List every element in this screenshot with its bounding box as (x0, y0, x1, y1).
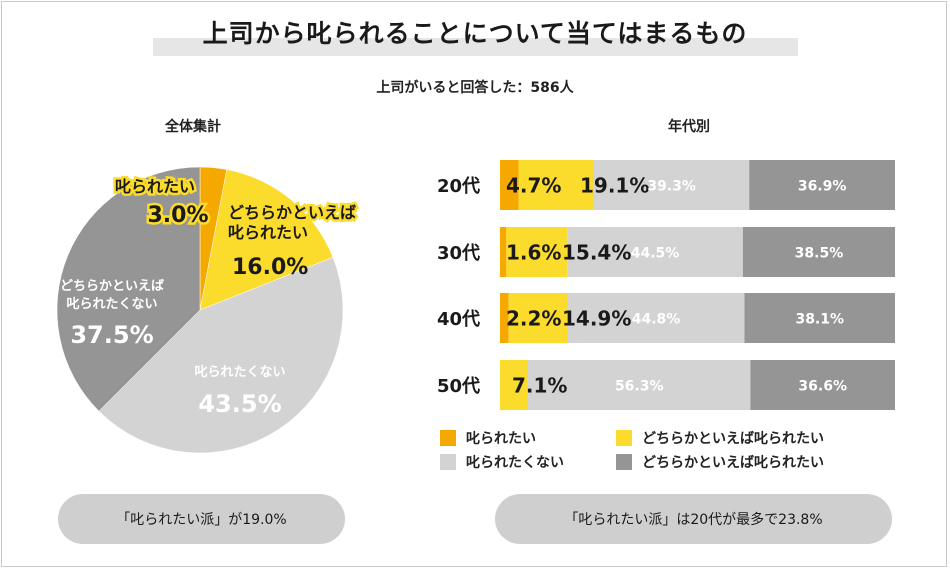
bar-value-label: 19.1% (580, 174, 649, 198)
bar-segment-shikararetai (500, 227, 507, 277)
chart-title: 上司から叱られることについて当てはまるもの (202, 19, 748, 48)
title-underline-bar (153, 38, 798, 56)
legend-item-a: 叱られたい (440, 428, 536, 448)
pie-slice-dochiraka-tai (199, 169, 334, 311)
legend-swatch-b (616, 430, 632, 446)
pie-label-d-value: 43.5% (198, 390, 281, 418)
bar-value-label: 4.7% (506, 174, 561, 198)
bar-value-label: 44.5% (631, 245, 680, 261)
pie-slice-dochiraka-takunai (56, 166, 201, 412)
bar-value-label: 7.1% (512, 374, 567, 398)
pie-label-b-name-2: 叱られたい (228, 223, 308, 242)
bar-value-label: 36.9% (798, 178, 847, 194)
summary-pill-by-age: 「叱られたい派」は20代が最多で23.8% (495, 494, 892, 544)
bar-segment-shikararetakunai (567, 227, 743, 277)
bar-category-label: 40代 (437, 309, 480, 330)
bar-value-label: 38.1% (795, 311, 844, 327)
bar-value-label: 38.5% (795, 245, 844, 261)
pie-label-b-name-1: どちらかといえば (228, 203, 356, 222)
bar-segment-shikararetakunai (567, 293, 745, 343)
bar-segment-shikararetai (500, 160, 519, 210)
section-label-overall: 全体集計 (165, 119, 221, 135)
bar-value-label: 56.3% (615, 378, 664, 394)
bar-value-label: 14.9% (562, 307, 631, 331)
bar-value-label: 36.6% (798, 378, 847, 394)
bar-segment-shikararetakunai (528, 360, 751, 410)
bar-segment-dochiraka-takunai (750, 360, 895, 410)
bar-value-label: 44.8% (632, 311, 681, 327)
pie-label-d-name: 叱られたくない (194, 364, 285, 380)
pie-slice-shikararetakunai (98, 257, 344, 454)
chart-subtitle: 上司がいると回答した：586人 (376, 80, 574, 96)
bar-segment-shikararetakunai (594, 160, 750, 210)
bar-category-label: 20代 (437, 176, 480, 197)
legend-swatch-d (616, 454, 632, 470)
legend-label-b: どちらかといえば叱られたい (642, 431, 824, 447)
bar-segment-dochiraka-tai (518, 160, 595, 210)
bar-segment-dochiraka-tai (500, 360, 529, 410)
pie-label-c-value: 37.5% (70, 321, 153, 349)
bar-segment-dochiraka-takunai (749, 160, 895, 210)
bar-value-label: 15.4% (562, 241, 631, 265)
legend-swatch-c (440, 454, 456, 470)
bar-category-label: 30代 (437, 243, 480, 264)
bar-segment-dochiraka-tai (508, 293, 568, 343)
legend-label-c: 叱られたくない (466, 455, 564, 471)
pie-label-c-name-2: 叱られたくない (66, 296, 157, 312)
legend-label-a: 叱られたい (466, 431, 536, 447)
bar-segment-dochiraka-takunai (744, 293, 895, 343)
bar-category-label: 50代 (437, 376, 480, 397)
bar-value-label: 1.6% (506, 241, 561, 265)
legend-label-d: どちらかといえば叱られたい (642, 455, 824, 471)
bar-segment-dochiraka-takunai (742, 227, 895, 277)
summary-pill-overall: 「叱られたい派」が19.0% (58, 494, 345, 544)
pie-label-a-name: 叱られたい (115, 177, 195, 196)
pie-label-a-value: 3.0% (147, 203, 208, 228)
legend-item-c: 叱られたくない (440, 452, 564, 472)
bar-segment-dochiraka-tai (506, 227, 568, 277)
bar-value-label: 39.3% (647, 178, 696, 194)
legend-item-d: どちらかといえば叱られたい (616, 452, 824, 472)
bar-value-label: 2.2% (506, 307, 561, 331)
pie-label-c-name-1: どちらかといえば (60, 279, 164, 294)
bar-segment-shikararetai (500, 293, 509, 343)
legend-swatch-a (440, 430, 456, 446)
legend-item-b: どちらかといえば叱られたい (616, 428, 824, 448)
pie-label-b-value: 16.0% (232, 255, 308, 280)
section-label-by-age: 年代別 (668, 119, 710, 135)
